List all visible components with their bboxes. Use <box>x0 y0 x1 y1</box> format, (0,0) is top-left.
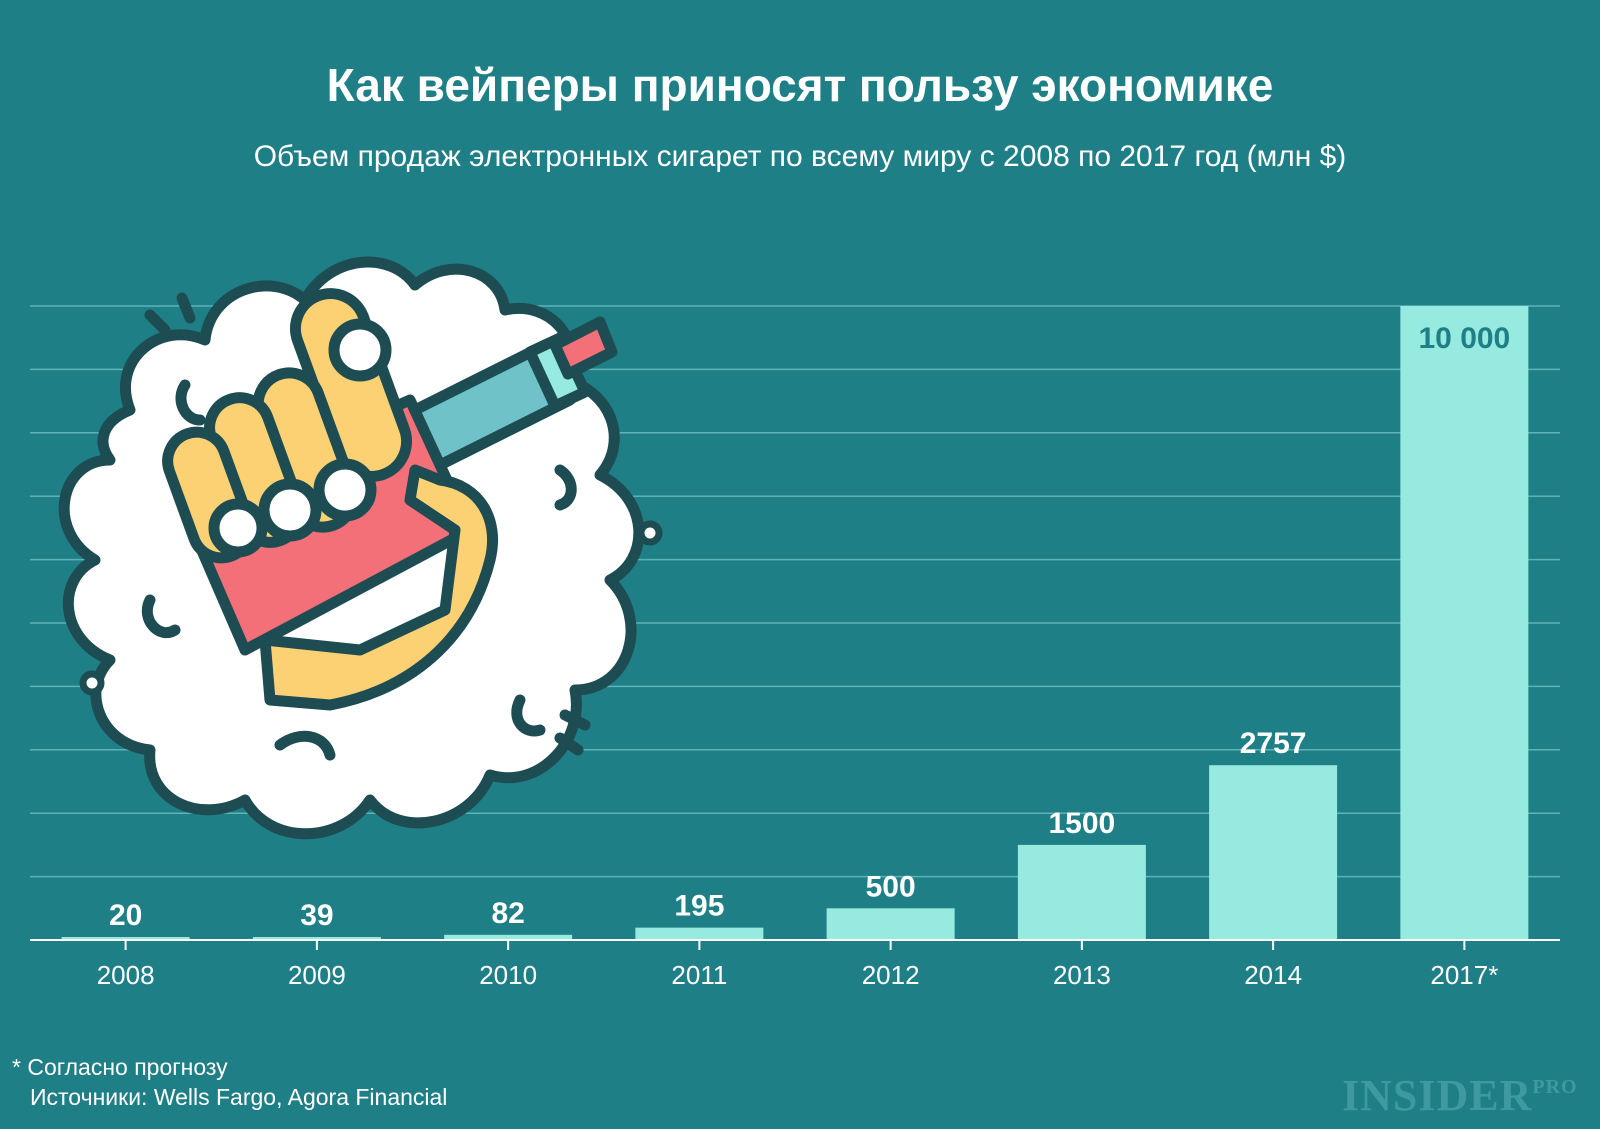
value-label-2011: 195 <box>674 890 724 923</box>
x-tick-label-2010: 2010 <box>479 960 537 990</box>
value-label-2013: 1500 <box>1049 807 1116 840</box>
logo-suffix: PRO <box>1532 1076 1578 1098</box>
bars <box>61 306 1529 940</box>
x-tick-label-2008: 2008 <box>97 960 155 990</box>
value-label-2010: 82 <box>491 897 524 930</box>
bar-2013 <box>1017 844 1146 940</box>
x-tick-label-2011: 2011 <box>671 960 727 990</box>
logo-main: INSIDER <box>1342 1071 1533 1120</box>
bar-2011 <box>635 927 764 940</box>
x-tick-label-2009: 2009 <box>288 960 346 990</box>
footnote: * Согласно прогнозу Источники: Wells Far… <box>12 1052 447 1112</box>
bar-2017* <box>1400 306 1529 940</box>
bar-2010 <box>444 934 573 940</box>
insider-pro-logo: INSIDERPRO <box>1342 1070 1578 1121</box>
x-tick-label-2013: 2013 <box>1053 960 1111 990</box>
value-label-2017*: 10 000 <box>1418 322 1510 355</box>
value-label-2009: 39 <box>300 899 333 932</box>
bar-2012 <box>826 908 955 940</box>
x-tick-label-2012: 2012 <box>862 960 920 990</box>
bar-2009 <box>252 937 381 940</box>
bar-2014 <box>1209 765 1338 940</box>
value-label-2008: 20 <box>109 899 142 932</box>
value-labels: 20 39 82 195 500 1500 2757 10 000 <box>109 322 1510 932</box>
chart-subtitle: Объем продаж электронных сигарет по всем… <box>253 140 1347 173</box>
x-tick-label-2017*: 2017* <box>1430 960 1498 990</box>
bar-2008 <box>61 937 190 940</box>
chart-title: Как вейперы приносят пользу экономике <box>326 59 1274 111</box>
vape-hand-illustration <box>58 256 663 840</box>
x-axis-ticks <box>124 940 1466 950</box>
value-label-2012: 500 <box>866 870 916 903</box>
x-tick-label-2014: 2014 <box>1244 960 1302 990</box>
x-axis-tick-labels: 2008 2009 2010 2011 2012 2013 2014 2017* <box>97 960 1499 990</box>
forecast-note: * Согласно прогнозу <box>12 1054 228 1080</box>
sources-note: Источники: Wells Fargo, Agora Financial <box>30 1084 448 1110</box>
value-label-2014: 2757 <box>1240 727 1307 760</box>
